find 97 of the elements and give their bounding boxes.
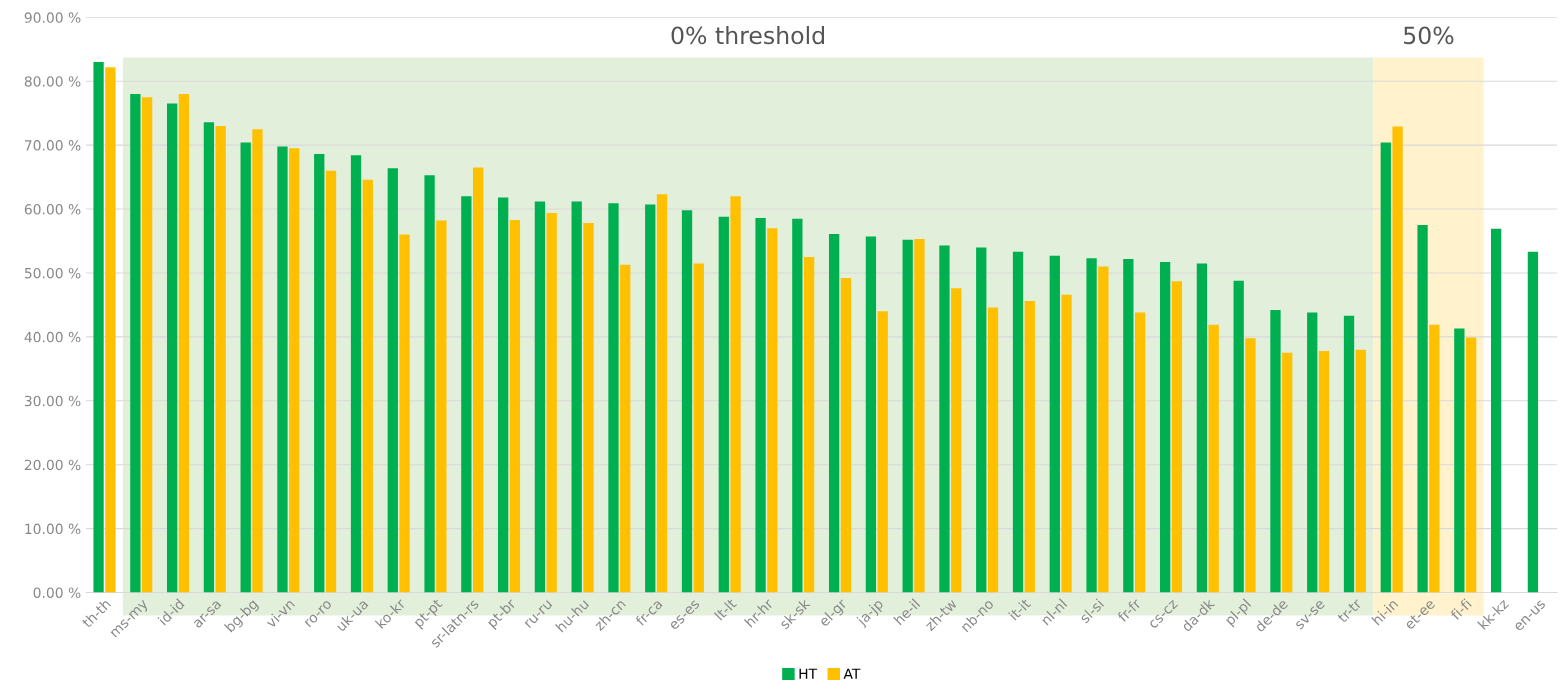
legend-label: HT (799, 668, 818, 679)
bar (902, 239, 913, 593)
y-tick-label: 40.00 % (24, 331, 81, 343)
bar (1490, 228, 1502, 593)
bar (1171, 281, 1183, 593)
bar (1380, 142, 1391, 593)
bar (509, 219, 521, 593)
bar (1245, 338, 1256, 593)
bar (1454, 328, 1465, 593)
bar (1527, 251, 1539, 593)
bar (215, 125, 226, 593)
bar (571, 201, 582, 593)
bar (1343, 315, 1355, 593)
bar (1024, 301, 1035, 593)
y-tick-label: 80.00 % (24, 76, 81, 87)
bar (252, 129, 263, 593)
bar (1307, 312, 1318, 593)
bar (534, 201, 546, 593)
bar (792, 218, 803, 593)
bar (730, 196, 741, 593)
bar (693, 263, 704, 593)
bar (828, 233, 840, 593)
x-tick-label: tr-tr (1337, 597, 1363, 624)
bar (546, 212, 557, 593)
bar (608, 203, 619, 593)
bar (93, 62, 104, 593)
bar (472, 167, 484, 593)
bar (130, 94, 141, 593)
bar (461, 196, 472, 593)
y-tick-label: 0.00 % (33, 587, 81, 598)
bar (1233, 280, 1244, 593)
band-label: 50% (1404, 26, 1454, 45)
bar (583, 223, 594, 593)
bar (1159, 262, 1171, 593)
x-tick-label: fi-fi (1449, 598, 1472, 621)
bar (141, 97, 153, 593)
bar (1355, 349, 1366, 593)
bar (755, 218, 766, 593)
bar (877, 311, 888, 593)
bar (645, 204, 656, 593)
bar (656, 194, 668, 593)
bar (350, 155, 362, 593)
bar (939, 245, 950, 593)
bar (178, 94, 190, 593)
bar (865, 236, 877, 593)
bar (1134, 312, 1146, 593)
bar (1049, 255, 1060, 593)
bar (105, 67, 116, 593)
bar (620, 264, 631, 593)
bar (681, 210, 693, 593)
bar (166, 103, 178, 593)
bar (951, 288, 962, 593)
x-tick-label: fr-fr (1116, 597, 1142, 623)
bar (424, 175, 435, 593)
bar (1086, 258, 1097, 593)
bar (1208, 324, 1219, 593)
bar (387, 168, 398, 593)
band-label: 0% threshold (671, 26, 824, 45)
bar (987, 307, 999, 593)
y-tick-label: 10.00 % (25, 523, 81, 535)
bar (436, 220, 447, 593)
y-tick-label: 60.00 % (24, 204, 81, 215)
bar (362, 179, 373, 593)
bar (1318, 350, 1330, 593)
bar (840, 278, 852, 593)
bar (314, 154, 325, 593)
bar (1196, 263, 1208, 593)
x-tick-label: lt-lt (713, 597, 737, 621)
bar (1392, 126, 1403, 593)
bar (976, 247, 987, 593)
bar (1098, 266, 1109, 593)
bar (1282, 352, 1293, 593)
bar (767, 228, 778, 593)
bar (718, 216, 729, 593)
bar (497, 197, 509, 593)
bar (914, 239, 925, 593)
y-tick-label: 50.00 % (24, 267, 81, 279)
bar (240, 142, 251, 593)
bar (1012, 251, 1024, 593)
bar (1465, 337, 1477, 593)
x-tick-label: it-it (1008, 597, 1032, 621)
y-tick-label: 90.00 % (24, 12, 81, 23)
bar (803, 256, 815, 593)
bar (399, 234, 410, 593)
bar (289, 148, 300, 593)
bar (1123, 258, 1134, 593)
bar (203, 122, 215, 593)
bar (277, 146, 288, 593)
legend-label: AT (843, 668, 861, 679)
y-tick-label: 70.00 % (24, 140, 81, 151)
y-tick-label: 30.00 % (24, 395, 81, 407)
bar (1061, 294, 1072, 593)
bar (1417, 225, 1428, 593)
bar (325, 170, 337, 593)
bar (1270, 310, 1281, 593)
y-tick-label: 20.00 % (24, 459, 81, 471)
bar (1429, 324, 1440, 593)
